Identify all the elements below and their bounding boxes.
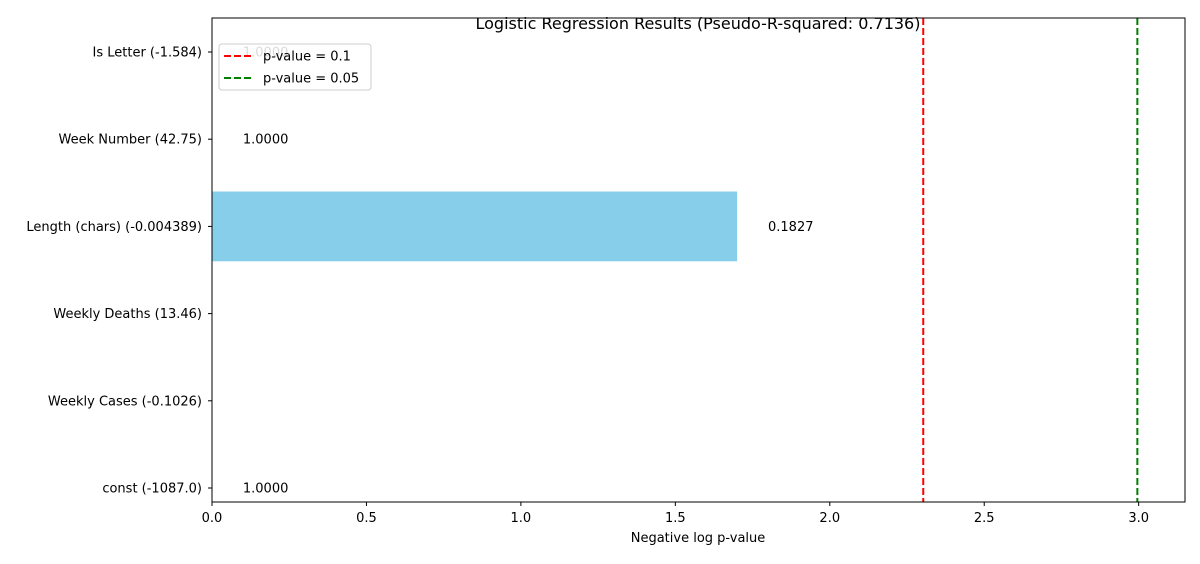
bar [212,191,738,262]
bar-label: 0.1827 [768,220,814,235]
legend-label: p-value = 0.1 [263,50,351,65]
x-tick-label: 1.5 [665,511,686,526]
y-tick-label: Is Letter (-1.584) [93,46,202,61]
plot-area: const (-1087.0) 1.0000 Weekly Cases (-0.10… [26,17,1186,526]
x-tick-label: 2.5 [974,511,995,526]
y-tick-label: Length (chars) (-0.004389) [26,220,202,235]
x-tick-label: 1.0 [511,511,532,526]
y-tick-label: const (-1087.0) [102,482,202,497]
x-tick-label: 0.5 [356,511,377,526]
x-axis-label: Negative log p-value [631,531,766,546]
legend: p-value = 0.1 p-value = 0.05 [218,43,372,91]
plot-frame [211,17,1186,503]
bar-label: 1.0000 [243,482,289,497]
legend-label: p-value = 0.05 [263,72,359,87]
legend-box [218,43,372,91]
x-tick-label: 0.0 [202,511,223,526]
chart-title: Logistic Regression Results (Pseudo-R-sq… [476,14,921,33]
x-tick-label: 2.0 [819,511,840,526]
y-tick-label: Weekly Deaths (13.46) [53,307,202,322]
y-tick-label: Weekly Cases (-0.1026) [48,394,202,409]
x-tick-label: 3.0 [1128,511,1149,526]
bar-label: 1.0000 [243,133,289,148]
y-tick-label: Week Number (42.75) [59,133,202,148]
